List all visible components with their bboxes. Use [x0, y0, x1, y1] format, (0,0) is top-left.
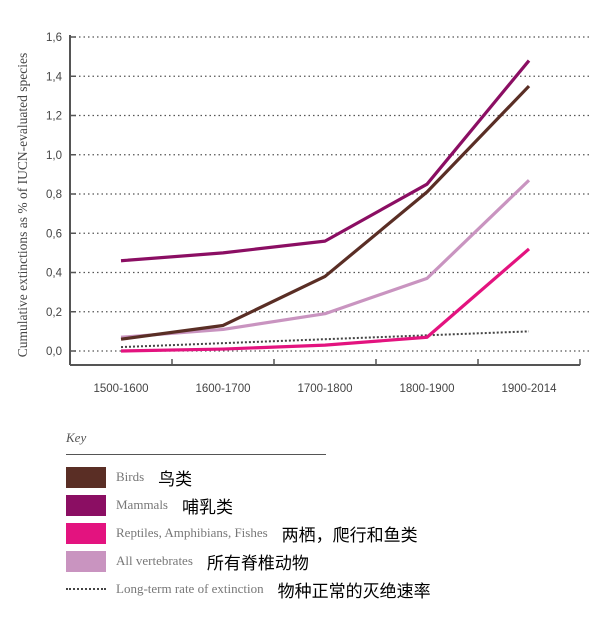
legend: Key Birds 鸟类 Mammals 哺乳类 Reptiles, Amphibian…	[66, 430, 602, 603]
series-line-all-vertebrates	[120, 179, 531, 339]
series-line-mammals	[120, 59, 531, 263]
series-line-reptiles-amphibians-fishes	[120, 247, 531, 353]
legend-label-zh: 鸟类	[158, 469, 193, 490]
x-axis-ticks: 1500-1600 1600-1700 1700-1800 1800-1900 1900…	[94, 383, 558, 395]
x-tick-label: 1500-1600	[94, 383, 149, 395]
y-tick-label: 0,2	[46, 307, 62, 319]
legend-label-zh: 两栖，爬行和鱼类	[281, 525, 418, 546]
legend-dotted-line-icon	[66, 588, 106, 590]
gridlines	[70, 36, 590, 352]
legend-item: Reptiles, Amphibians, Fishes 两栖，爬行和鱼类	[66, 519, 602, 547]
y-tick-label: 0,6	[46, 228, 62, 240]
y-tick-label: 0,8	[46, 189, 62, 201]
legend-divider	[66, 454, 326, 455]
y-tick-label: 1,4	[46, 71, 63, 83]
y-tick-label: 1,6	[46, 32, 62, 44]
legend-swatch	[66, 466, 106, 488]
axes	[69, 35, 581, 366]
legend-swatch	[66, 522, 106, 544]
series-line-birds	[120, 84, 531, 341]
legend-label: Long-term rate of extinction	[116, 581, 264, 596]
y-tick-label: 0,0	[46, 346, 62, 358]
legend-item: Birds 鸟类	[66, 463, 602, 491]
legend-label-zh: 哺乳类	[182, 497, 233, 518]
x-tick-label: 1600-1700	[196, 383, 251, 395]
legend-label-zh: 所有脊椎动物	[206, 553, 309, 574]
legend-swatch	[66, 550, 106, 572]
legend-item: Mammals 哺乳类	[66, 491, 602, 519]
series-line-long-term-rate-of-extinction	[120, 330, 530, 349]
legend-label-zh: 物种正常的灭绝速率	[277, 581, 431, 602]
legend-label: Mammals	[116, 497, 168, 512]
legend-swatch	[66, 494, 106, 516]
line-chart: 0,0 0,2 0,4 0,6 0,8 1,0 1,2 1,4 1,6 1500-1600 160…	[15, 32, 590, 395]
x-tick-label: 1700-1800	[298, 383, 353, 395]
x-tick-label: 1800-1900	[400, 383, 455, 395]
legend-item: All vertebrates 所有脊椎动物	[66, 547, 602, 575]
legend-label: Reptiles, Amphibians, Fishes	[116, 525, 268, 540]
legend-label: All vertebrates	[116, 553, 193, 568]
legend-title: Key	[66, 430, 87, 445]
x-tick-label: 1900-2014	[502, 383, 558, 395]
y-tick-label: 0,4	[46, 268, 63, 280]
y-tick-label: 1,2	[46, 111, 62, 123]
series-lines	[120, 59, 531, 353]
y-tick-label: 1,0	[46, 150, 62, 162]
legend-label: Birds	[116, 469, 145, 484]
legend-item: Long-term rate of extinction 物种正常的灭绝速率	[66, 575, 602, 603]
y-axis-ticks: 0,0 0,2 0,4 0,6 0,8 1,0 1,2 1,4 1,6	[46, 32, 63, 358]
y-axis-label: Cumulative extinctions as % of IUCN-eval…	[15, 53, 30, 357]
